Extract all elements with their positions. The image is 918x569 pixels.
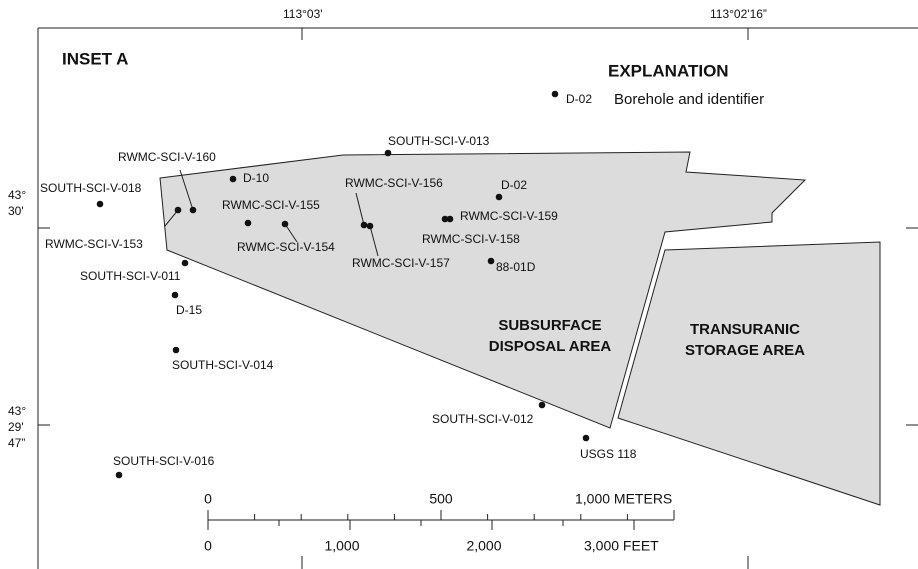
borehole-label: SOUTH-SCI-V-013 <box>388 134 490 148</box>
borehole-label: RWMC-SCI-V-153 <box>45 237 143 251</box>
scale-label: 2,000 <box>466 538 501 554</box>
borehole <box>181 259 189 267</box>
borehole-label: 88-01D <box>496 260 536 274</box>
borehole <box>582 434 590 442</box>
borehole-label: SOUTH-SCI-V-018 <box>40 181 142 195</box>
borehole <box>172 346 180 354</box>
leader-line <box>179 169 194 211</box>
borehole <box>281 220 289 228</box>
borehole-label: RWMC-SCI-V-159 <box>460 209 558 223</box>
borehole <box>366 222 374 230</box>
leader-line <box>355 192 365 226</box>
latitude-label: 47” <box>8 436 25 450</box>
borehole-label: RWMC-SCI-V-160 <box>118 150 216 164</box>
longitude-label: 113°02'16” <box>710 7 767 21</box>
leader-line <box>164 209 179 227</box>
explanation-symbol-label: D-02 <box>566 92 592 106</box>
scale-label: 1,000 METERS <box>575 491 672 507</box>
latitude-label: 43° <box>8 188 26 202</box>
area-label: STORAGE AREA <box>685 342 805 359</box>
borehole-label: RWMC-SCI-V-154 <box>237 240 335 254</box>
borehole <box>384 149 392 157</box>
scale-label: 500 <box>429 491 453 507</box>
scale-label: 0 <box>204 491 212 507</box>
borehole-symbol <box>551 90 559 98</box>
borehole <box>495 193 503 201</box>
scale-label: 0 <box>204 538 212 554</box>
borehole-label: D-15 <box>176 303 202 317</box>
borehole <box>174 206 182 214</box>
borehole <box>189 206 197 214</box>
borehole-label: RWMC-SCI-V-157 <box>352 256 450 270</box>
leader-line <box>369 225 379 257</box>
borehole-label: SOUTH-SCI-V-012 <box>432 412 534 426</box>
area-label: SUBSURFACE <box>498 317 601 334</box>
longitude-label: 113°03' <box>283 7 323 21</box>
latitude-label: 30' <box>8 204 24 218</box>
borehole <box>446 215 454 223</box>
borehole <box>441 215 449 223</box>
borehole-label: D-10 <box>243 171 269 185</box>
borehole-label: SOUTH-SCI-V-016 <box>113 454 215 468</box>
borehole <box>171 291 179 299</box>
explanation-title: EXPLANATION <box>608 61 729 80</box>
borehole <box>229 175 237 183</box>
borehole-label: SOUTH-SCI-V-011 <box>80 269 181 283</box>
storage-area <box>617 241 881 506</box>
latitude-label: 43° <box>8 404 26 418</box>
inset-title: INSET A <box>62 49 128 68</box>
borehole <box>360 221 368 229</box>
borehole-label: SOUTH-SCI-V-014 <box>172 358 274 372</box>
borehole <box>115 471 123 479</box>
scale-label: 1,000 <box>324 538 359 554</box>
borehole <box>96 200 104 208</box>
borehole <box>487 257 495 265</box>
leader-line <box>284 223 298 243</box>
borehole-label: USGS 118 <box>580 447 637 461</box>
borehole-label: RWMC-SCI-V-158 <box>422 232 520 246</box>
disposal-area <box>159 151 807 429</box>
explanation-text: Borehole and identifier <box>614 91 764 108</box>
area-label: TRANSURANIC <box>690 321 800 338</box>
area-label: DISPOSAL AREA <box>489 338 612 355</box>
latitude-label: 29' <box>8 420 24 434</box>
scale-label: 3,000 FEET <box>584 538 659 554</box>
borehole-label: RWMC-SCI-V-156 <box>345 176 443 190</box>
borehole <box>244 219 252 227</box>
borehole <box>538 401 546 409</box>
borehole-label: D-02 <box>501 178 527 192</box>
borehole-label: RWMC-SCI-V-155 <box>222 198 320 212</box>
